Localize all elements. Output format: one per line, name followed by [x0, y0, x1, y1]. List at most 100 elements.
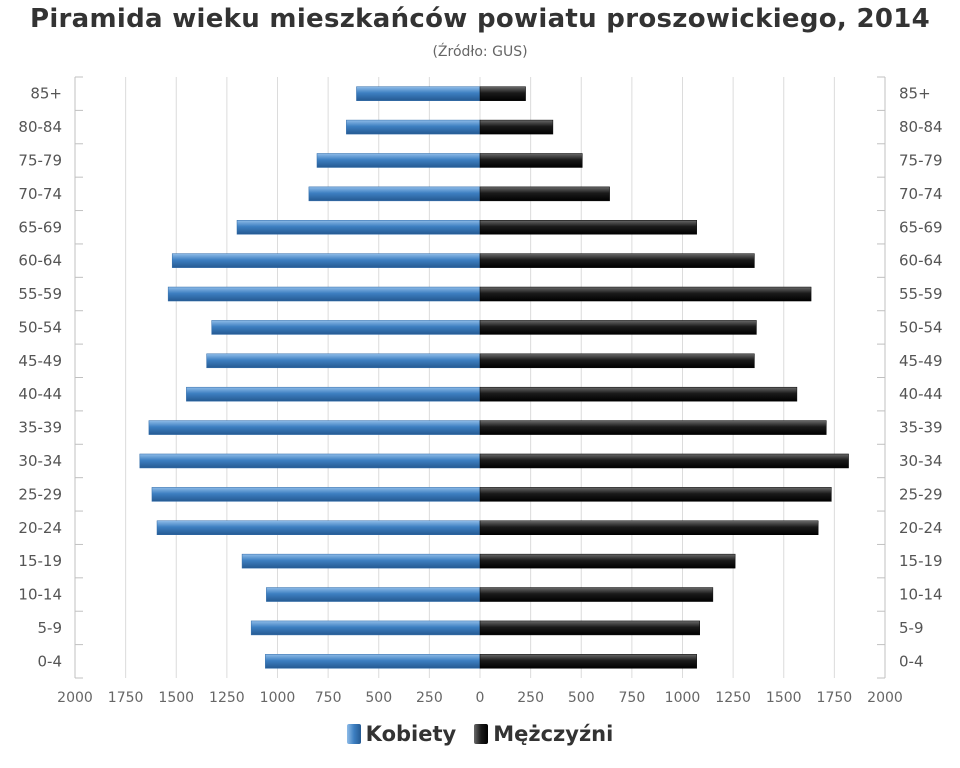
bar-kobiety-65-69: [236, 220, 481, 235]
bar-kobiety-35-39: [148, 420, 481, 435]
category-label-left: 30-34: [18, 452, 62, 470]
labels: 2000 1750 1500 1250 1000 750 500 250 0 250 500 750 1…: [18, 85, 942, 706]
bar-kobiety-85+: [356, 86, 481, 101]
legend-swatch-kobiety: [346, 724, 361, 744]
x-tick-label: 750: [315, 690, 342, 706]
bar-kobiety-20-24: [156, 520, 481, 535]
bar-kobiety-50-54: [211, 320, 481, 335]
x-tick-label: 500: [365, 690, 392, 706]
x-tick-label: 1000: [260, 690, 296, 706]
category-label-left: 5-9: [38, 619, 63, 637]
category-label-left: 70-74: [18, 185, 62, 203]
bar-mezczyzni-40-44: [479, 386, 798, 402]
bar-kobiety-5-9: [250, 620, 481, 636]
bars: [139, 86, 849, 669]
category-label-left: 75-79: [18, 151, 62, 169]
bar-kobiety-55-59: [167, 286, 481, 302]
bar-mezczyzni-15-19: [479, 553, 736, 569]
legend-label-mezczyzni: Mężczyźni: [493, 722, 614, 746]
x-tick-label: 1000: [665, 690, 701, 706]
bar-mezczyzni-50-54: [479, 320, 757, 335]
bar-kobiety-40-44: [186, 386, 481, 402]
category-label-right: 10-14: [899, 586, 943, 604]
bar-kobiety-15-19: [241, 553, 481, 569]
bar-mezczyzni-35-39: [479, 420, 827, 435]
bar-mezczyzni-75-79: [479, 153, 583, 168]
category-label-left: 60-64: [18, 252, 62, 270]
x-tick-label: 2000: [57, 690, 93, 706]
bar-kobiety-70-74: [308, 186, 481, 202]
category-label-right: 65-69: [899, 218, 943, 236]
category-label-right: 5-9: [899, 619, 924, 637]
category-label-right: 20-24: [899, 519, 943, 537]
category-label-right: 75-79: [899, 151, 943, 169]
x-tick-label: 500: [568, 690, 595, 706]
category-label-right: 60-64: [899, 252, 943, 270]
category-label-left: 65-69: [18, 218, 62, 236]
category-label-right: 50-54: [899, 318, 943, 336]
bar-mezczyzni-10-14: [479, 587, 714, 602]
bar-mezczyzni-65-69: [479, 220, 697, 235]
category-label-right: 70-74: [899, 185, 943, 203]
category-label-right: 35-39: [899, 419, 943, 437]
bar-kobiety-60-64: [171, 253, 481, 268]
x-tick-label: 1750: [108, 690, 144, 706]
x-tick-label: 1500: [766, 690, 802, 706]
bar-kobiety-30-34: [139, 453, 481, 469]
x-tick-label: 0: [476, 690, 485, 706]
category-label-left: 55-59: [18, 285, 62, 303]
x-tick-label: 1250: [209, 690, 245, 706]
category-label-left: 20-24: [18, 519, 62, 537]
bar-kobiety-10-14: [266, 587, 481, 602]
bar-mezczyzni-25-29: [479, 487, 832, 502]
category-label-left: 0-4: [38, 652, 63, 670]
category-label-left: 85+: [30, 85, 62, 103]
category-label-right: 45-49: [899, 352, 943, 370]
legend-item-mezczyzni[interactable]: Mężczyźni: [474, 722, 613, 746]
legend-label-kobiety: Kobiety: [365, 722, 457, 746]
legend-item-kobiety[interactable]: Kobiety: [346, 722, 457, 746]
category-label-right: 85+: [899, 85, 931, 103]
category-label-left: 10-14: [18, 586, 62, 604]
category-label-right: 25-29: [899, 485, 943, 503]
x-tick-label: 1250: [715, 690, 751, 706]
legend-swatch-mezczyzni: [474, 724, 489, 744]
bar-mezczyzni-45-49: [479, 353, 755, 369]
category-label-left: 25-29: [18, 485, 62, 503]
bar-mezczyzni-85+: [479, 86, 526, 101]
bar-kobiety-45-49: [206, 353, 481, 369]
category-label-left: 80-84: [18, 118, 62, 136]
x-tick-label: 1500: [158, 690, 194, 706]
chart-title: Piramida wieku mieszkańców powiatu prosz…: [29, 4, 931, 34]
bar-mezczyzni-20-24: [479, 520, 819, 535]
category-label-right: 0-4: [899, 652, 924, 670]
x-tick-label: 1750: [817, 690, 853, 706]
chart-subtitle: (Źródło: GUS): [432, 44, 528, 60]
bar-mezczyzni-55-59: [479, 286, 812, 302]
legend: Kobiety Mężczyźni: [0, 722, 960, 746]
category-label-left: 15-19: [18, 552, 62, 570]
bar-mezczyzni-80-84: [479, 119, 554, 135]
bar-mezczyzni-5-9: [479, 620, 700, 636]
bar-kobiety-75-79: [316, 153, 481, 168]
category-label-left: 35-39: [18, 419, 62, 437]
bar-kobiety-0-4: [265, 654, 481, 669]
category-label-right: 40-44: [899, 385, 943, 403]
x-tick-label: 2000: [867, 690, 903, 706]
category-label-left: 50-54: [18, 318, 62, 336]
axes: [74, 76, 886, 679]
category-label-left: 45-49: [18, 352, 62, 370]
category-label-right: 15-19: [899, 552, 943, 570]
bar-kobiety-80-84: [346, 119, 481, 135]
bar-mezczyzni-30-34: [479, 453, 849, 469]
bar-kobiety-25-29: [151, 487, 481, 502]
category-label-left: 40-44: [18, 385, 62, 403]
x-tick-label: 250: [416, 690, 443, 706]
bar-mezczyzni-60-64: [479, 253, 755, 268]
category-label-right: 80-84: [899, 118, 943, 136]
bar-mezczyzni-70-74: [479, 186, 610, 202]
x-tick-label: 250: [517, 690, 544, 706]
bar-mezczyzni-0-4: [479, 654, 697, 669]
x-tick-label: 750: [619, 690, 646, 706]
